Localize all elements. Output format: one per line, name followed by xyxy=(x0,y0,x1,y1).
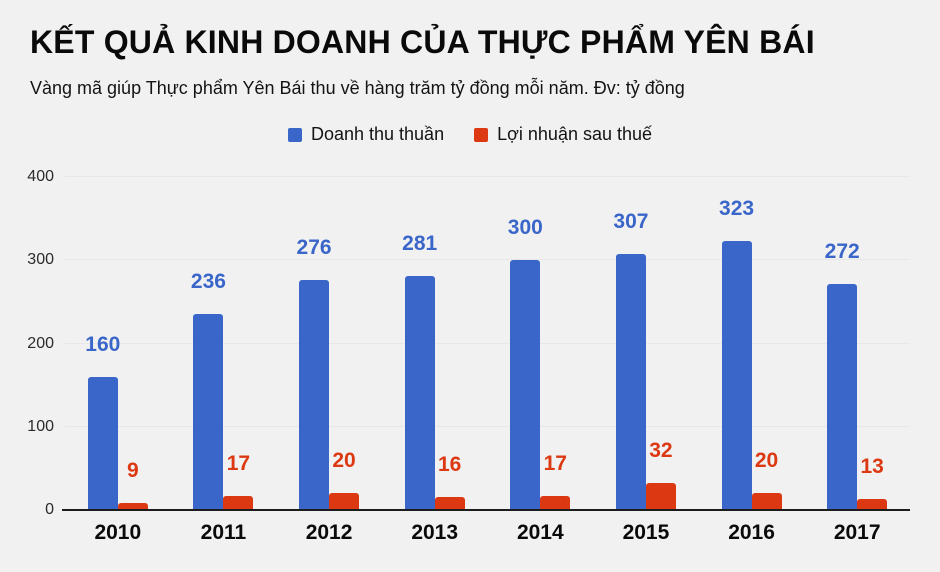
value-label: 160 xyxy=(85,332,121,356)
profit-bar: 9 xyxy=(117,460,148,510)
y-axis-tick: 400 xyxy=(27,168,54,185)
x-axis-label: 2010 xyxy=(94,521,142,544)
profit-bar: 13 xyxy=(857,456,888,510)
x-axis-label: 2011 xyxy=(200,521,247,544)
value-label: 272 xyxy=(824,239,860,263)
bar-group: 160 9 2010 xyxy=(65,177,171,544)
revenue-bar: 236 xyxy=(191,271,226,510)
legend-label-revenue: Doanh thu thuần xyxy=(310,124,445,144)
value-label: 281 xyxy=(402,232,438,256)
value-label: 276 xyxy=(296,236,332,260)
bar-group: 236 17 2011 xyxy=(171,177,277,544)
revenue-bar: 281 xyxy=(402,233,437,510)
y-axis-tick: 100 xyxy=(27,417,54,435)
profit-bar: 32 xyxy=(645,440,676,510)
bar-group: 272 13 2017 xyxy=(804,177,910,544)
revenue-bar: 272 xyxy=(825,241,860,510)
value-label: 17 xyxy=(543,451,567,475)
y-axis-tick: 0 xyxy=(45,501,54,518)
x-axis-label: 2014 xyxy=(516,521,564,544)
value-label: 20 xyxy=(754,449,779,473)
revenue-bar: 307 xyxy=(613,211,648,510)
x-axis-label: 2015 xyxy=(622,521,670,544)
gridline xyxy=(65,425,910,427)
bar-group: 276 20 2012 xyxy=(276,177,382,544)
bar-chart: 160 9 2010 236 17 2011 276 20 2012 281 16 2013 300 17… xyxy=(27,168,910,544)
value-label: 32 xyxy=(649,439,673,463)
bar-group: 307 32 2015 xyxy=(593,177,699,544)
gridline xyxy=(65,259,910,261)
page-subtitle: Vàng mã giúp Thực phẩm Yên Bái thu về hà… xyxy=(30,78,685,98)
revenue-bar: 160 xyxy=(85,334,120,510)
bar-group: 323 20 2016 xyxy=(699,177,805,544)
gridline xyxy=(65,342,910,344)
value-label: 323 xyxy=(719,197,755,221)
x-axis-label: 2013 xyxy=(411,521,459,544)
legend-item-profit: Lợi nhuận sau thuế xyxy=(474,124,652,145)
value-label: 20 xyxy=(332,449,356,473)
value-label: 236 xyxy=(190,269,226,293)
gridline xyxy=(65,176,910,177)
legend-item-revenue: Doanh thu thuần xyxy=(287,124,445,145)
profit-bar: 16 xyxy=(434,454,465,510)
x-axis-label: 2017 xyxy=(833,521,881,544)
x-axis-label: 2012 xyxy=(305,521,353,544)
bar-group: 281 16 2013 xyxy=(382,177,488,544)
x-axis-label: 2016 xyxy=(728,521,775,544)
profit-bar: 20 xyxy=(751,450,782,510)
revenue-bar: 276 xyxy=(297,237,332,510)
legend: Doanh thu thuần Lợi nhuận sau thuế xyxy=(0,124,940,145)
bar-group: 300 17 2014 xyxy=(488,177,594,544)
profit-bar: 20 xyxy=(329,450,360,510)
value-label: 9 xyxy=(126,458,139,482)
revenue-swatch-icon xyxy=(287,127,302,142)
revenue-bar: 300 xyxy=(508,217,543,510)
profit-bar: 17 xyxy=(540,453,571,510)
revenue-bar: 323 xyxy=(719,198,754,510)
legend-label-profit: Lợi nhuận sau thuế xyxy=(497,124,653,144)
value-label: 300 xyxy=(507,216,543,240)
profit-bar: 17 xyxy=(223,453,254,510)
profit-swatch-icon xyxy=(474,127,489,142)
value-label: 17 xyxy=(226,451,251,475)
y-axis-tick: 200 xyxy=(27,334,54,352)
y-axis-tick: 300 xyxy=(27,251,54,269)
bar-groups: 160 9 2010 236 17 2011 276 20 2012 281 16 2013 300 17… xyxy=(65,177,910,544)
value-label: 307 xyxy=(613,210,649,234)
page-title: KẾT QUẢ KINH DOANH CỦA THỰC PHẨM YÊN BÁI xyxy=(30,24,815,60)
x-axis-line xyxy=(62,509,910,511)
value-label: 13 xyxy=(860,455,884,479)
value-label: 16 xyxy=(438,452,462,476)
